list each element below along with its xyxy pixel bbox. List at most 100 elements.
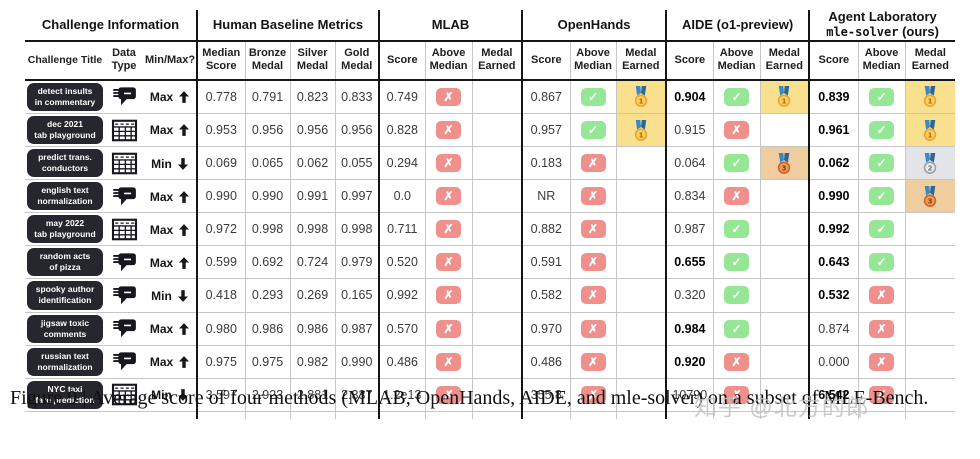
below-median-cross-icon: ✗ (580, 319, 606, 338)
objective-cell: Max (143, 245, 197, 280)
openhands-score-cell: 0.591 (521, 245, 571, 280)
data-type-cell (105, 179, 143, 214)
gold-threshold-cell: 0.833 (334, 79, 380, 114)
svg-text:3: 3 (782, 164, 787, 172)
above-median-check-icon: ✓ (869, 121, 895, 140)
col-aide-score: Score (665, 40, 714, 81)
challenge-title-cell: english text normalization (25, 179, 105, 214)
mle-solver-score-cell: 0.990 (808, 179, 859, 214)
aide-above-median-cell: ✓ (712, 278, 761, 313)
challenge-pill: spooky author identification (27, 281, 103, 310)
openhands-score-cell: 0.882 (521, 212, 571, 247)
aide-medal-earned-cell (759, 245, 810, 280)
objective-cell: Max (143, 179, 197, 214)
svg-text:1: 1 (928, 131, 933, 139)
speech-bubbles-icon (112, 352, 136, 371)
aide-above-median-cell: ✓ (712, 79, 761, 114)
mlab-medal-earned-cell (471, 113, 523, 148)
below-median-cross-icon: ✗ (580, 187, 606, 206)
table-body: detect insults in commentary Max 0.778 0.7… (25, 79, 956, 419)
aide-above-median-cell: ✗ (712, 113, 761, 148)
mle-solver-medal-earned-cell (904, 378, 956, 412)
svg-text:1: 1 (638, 131, 643, 139)
mlab-above-median-cell: ✗ (424, 378, 473, 412)
mlab-score-cell: 0.520 (378, 245, 426, 280)
gold-medal-icon: 1 (778, 86, 791, 108)
openhands-above-median-cell: ✗ (569, 245, 617, 280)
challenge-title-cell: jigsaw toxic comments (25, 312, 105, 346)
openhands-above-median-cell: ✗ (569, 212, 617, 247)
group-openhands: OpenHands (521, 10, 667, 42)
mlab-score-cell: 0.992 (378, 278, 426, 313)
silver-threshold-cell: 0.062 (289, 146, 335, 181)
table-row: english text normalization Max 0.990 0.990… (25, 179, 956, 214)
col-mlab-above-median: Above Median (424, 40, 473, 81)
below-median-cross-icon: ✗ (436, 253, 462, 272)
challenge-pill: english text normalization (27, 182, 103, 211)
table-row: detect insults in commentary Max 0.778 0.7… (25, 79, 956, 114)
silver-threshold-cell: 0.724 (289, 245, 335, 280)
gold-threshold-cell: 0.956 (334, 113, 380, 148)
col-mlab-medal-earned: Medal Earned (471, 40, 523, 81)
benchmark-table: Challenge Information Human Baseline Met… (25, 10, 956, 419)
aide-medal-earned-cell (759, 179, 810, 214)
mlab-score-cell: 0.828 (378, 113, 426, 148)
aide-medal-earned-cell (759, 378, 810, 412)
median-score-cell: 0.778 (196, 79, 245, 114)
mle-solver-above-median-cell: ✓ (857, 146, 906, 181)
aide-medal-earned-cell (759, 113, 810, 148)
bronze-threshold-cell: 0.956 (244, 113, 290, 148)
mlab-score-cell: 0.711 (378, 212, 426, 247)
challenge-title-cell: random acts of pizza (25, 245, 105, 280)
mlab-medal-earned-cell (471, 245, 523, 280)
mlab-above-median-cell: ✗ (424, 245, 473, 280)
challenge-pill: may 2022 tab playground (27, 215, 103, 244)
openhands-above-median-cell: ✗ (569, 345, 617, 379)
up-arrow-icon (179, 323, 190, 335)
watermark: 知乎 @北方的郎 (694, 394, 870, 420)
median-score-cell: 0.990 (196, 179, 245, 214)
speech-bubbles-icon (112, 87, 136, 106)
up-arrow-icon (179, 223, 190, 236)
challenge-title-cell: spooky author identification (25, 278, 105, 313)
svg-text:3: 3 (928, 197, 933, 205)
silver-threshold-cell: 0.956 (289, 113, 335, 148)
gold-medal-icon: 1 (924, 86, 937, 108)
above-median-check-icon: ✓ (869, 220, 895, 239)
bronze-threshold-cell: 0.791 (244, 79, 290, 114)
silver-threshold-cell: 0.823 (289, 79, 335, 114)
mle-solver-above-median-cell: ✓ (857, 79, 906, 114)
median-score-cell: 3.597 (196, 378, 245, 412)
openhands-score-cell: 0.867 (521, 79, 571, 114)
above-median-check-icon: ✓ (580, 87, 606, 106)
table-bottom-strip (25, 411, 956, 419)
col-aide-above-median: Above Median (712, 40, 761, 81)
speech-bubbles-icon (112, 253, 136, 272)
median-score-cell: 0.975 (196, 345, 245, 379)
below-median-cross-icon: ✗ (580, 253, 606, 272)
below-median-cross-icon: ✗ (869, 352, 895, 371)
below-median-cross-icon: ✗ (436, 385, 462, 404)
aide-score-cell: 0.320 (665, 278, 714, 313)
table-row: dec 2021 tab playground Max 0.953 0.956 0.9… (25, 113, 956, 148)
challenge-title-cell: may 2022 tab playground (25, 212, 105, 247)
gold-threshold-cell: 0.979 (334, 245, 380, 280)
gold-medal-icon: 1 (634, 86, 648, 108)
mlab-medal-earned-cell (471, 312, 523, 346)
col-openhands-medal-earned: Medal Earned (615, 40, 667, 81)
openhands-above-median-cell: ✗ (569, 312, 617, 346)
openhands-medal-earned-cell: 1 (615, 79, 667, 114)
challenge-pill: russian text normalization (27, 347, 103, 376)
mle-solver-above-median-cell: ✓ (857, 212, 906, 247)
mlab-above-median-cell: ✗ (424, 113, 473, 148)
above-median-check-icon: ✓ (724, 220, 750, 239)
table-row: russian text normalization Max 0.975 0.975… (25, 345, 956, 379)
above-median-check-icon: ✓ (580, 121, 606, 140)
mle-solver-score-cell: 0.839 (808, 79, 859, 114)
bronze-threshold-cell: 2.923 (244, 378, 290, 412)
mlab-above-median-cell: ✗ (424, 212, 473, 247)
mle-solver-score-cell: 0.961 (808, 113, 859, 148)
below-median-cross-icon: ✗ (436, 154, 462, 173)
spreadsheet-icon (111, 119, 137, 141)
data-type-cell (105, 146, 143, 181)
